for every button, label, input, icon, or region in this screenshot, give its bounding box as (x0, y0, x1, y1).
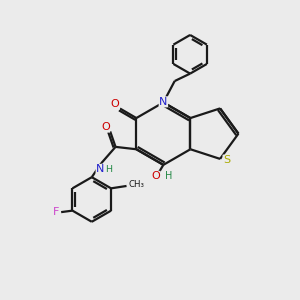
Text: O: O (152, 171, 160, 181)
Text: H: H (106, 165, 112, 174)
Text: F: F (53, 207, 60, 217)
Text: O: O (101, 122, 110, 132)
Text: H: H (165, 171, 172, 181)
Text: N: N (159, 97, 168, 107)
Text: S: S (223, 155, 230, 165)
Text: O: O (111, 99, 120, 110)
Text: CH₃: CH₃ (129, 180, 145, 189)
Text: N: N (96, 164, 104, 174)
